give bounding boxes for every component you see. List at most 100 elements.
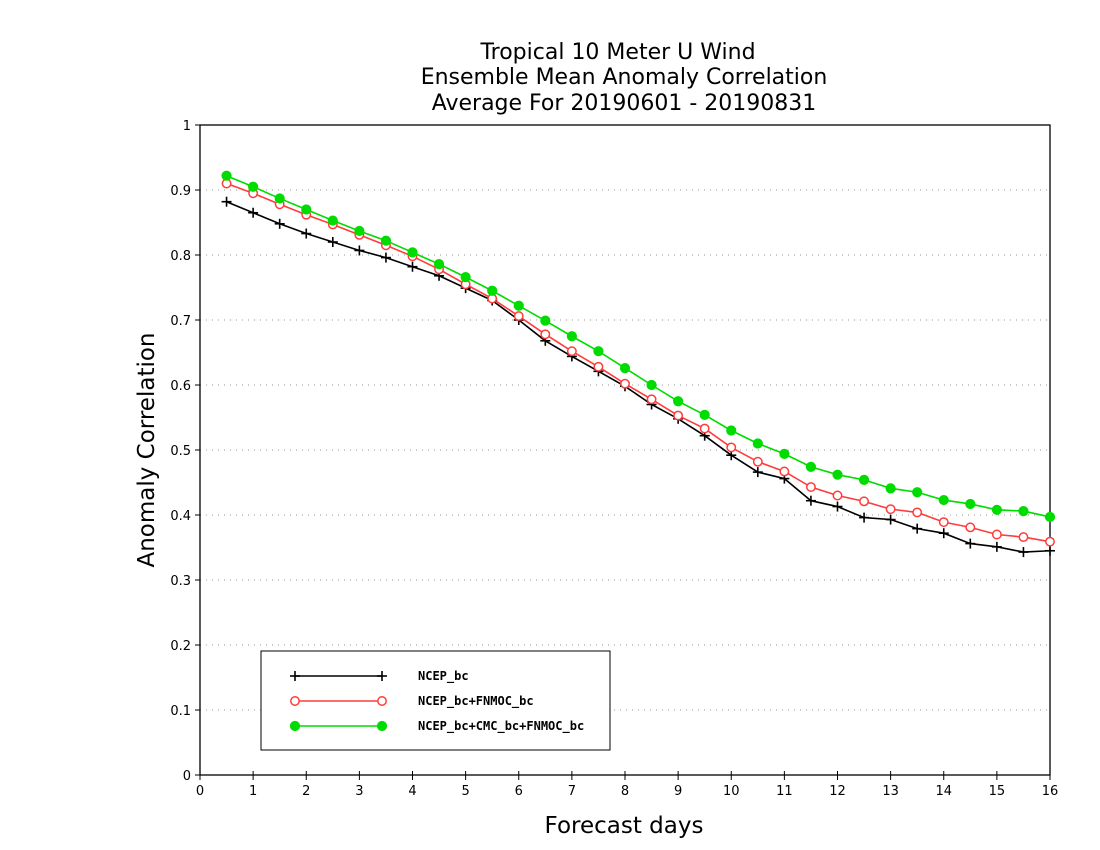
data-point	[327, 215, 338, 226]
y-tick-label: 1	[183, 119, 191, 134]
series-3	[221, 170, 1056, 523]
data-point	[646, 379, 657, 391]
data-point	[805, 461, 817, 472]
x-tick-label: 8	[621, 784, 629, 799]
data-point	[1018, 506, 1029, 517]
title-line-1: Tropical 10 Meter U Wind	[479, 40, 755, 65]
legend-marker	[290, 696, 300, 706]
data-point	[965, 538, 976, 549]
x-tick-label: 10	[723, 784, 740, 799]
data-point	[726, 442, 737, 453]
data-point	[646, 394, 657, 405]
data-point	[885, 514, 896, 525]
data-point	[460, 272, 471, 283]
data-point	[965, 522, 976, 533]
data-point	[380, 235, 392, 246]
legend-entry: NCEP_bc+CMC_bc+FNMOC_bc	[289, 719, 584, 734]
legend-label: NCEP_bc+FNMOC_bc	[418, 694, 534, 709]
x-tick-label: 5	[461, 784, 469, 799]
data-point	[1018, 532, 1029, 543]
legend-label: NCEP_bc	[418, 669, 469, 684]
legend-marker	[376, 720, 388, 732]
data-point	[407, 261, 418, 272]
y-tick-label: 0	[183, 769, 191, 784]
title-line-2: Ensemble Mean Anomaly Correlation	[421, 65, 828, 90]
y-tick-label: 0.9	[170, 184, 191, 199]
y-tick-label: 0.3	[170, 574, 191, 589]
data-point	[301, 228, 312, 239]
series-line	[226, 174, 1051, 518]
data-point	[673, 410, 684, 421]
grid	[200, 189, 1050, 711]
data-point	[566, 331, 577, 342]
data-point	[248, 207, 259, 218]
x-tick-label: 7	[568, 784, 576, 799]
data-point	[1045, 536, 1055, 547]
data-point	[354, 245, 365, 256]
data-point	[752, 438, 763, 449]
legend-marker	[377, 696, 387, 706]
data-point	[620, 378, 630, 389]
x-tick-label: 16	[1042, 784, 1059, 799]
data-point	[221, 196, 232, 207]
legend: NCEP_bc NCEP_bc+FNMOC_bc NCEP_bc+CMC_bc+FN…	[260, 650, 611, 751]
data-point	[832, 469, 843, 480]
x-tick-label: 3	[355, 784, 363, 799]
series-layer	[221, 170, 1056, 558]
data-point	[938, 517, 949, 528]
y-tick-label: 0.2	[170, 639, 191, 654]
data-point	[566, 346, 577, 357]
title-line-3: Average For 20190601 - 20190831	[432, 91, 817, 116]
x-tick-label: 14	[935, 784, 952, 799]
axis-ticks: 00.10.20.30.40.50.60.70.80.910 1 2 3 4 5 6 7 8 9 1…	[170, 119, 1058, 799]
data-point	[805, 495, 816, 506]
data-point	[991, 541, 1002, 552]
chart-title: Tropical 10 Meter U Wind Ensemble Mean A…	[421, 40, 828, 116]
data-point	[327, 237, 338, 247]
data-point	[354, 225, 365, 237]
y-tick-label: 0.4	[170, 509, 191, 524]
legend-entry: NCEP_bc+FNMOC_bc	[290, 694, 534, 709]
data-point	[699, 423, 710, 434]
data-point	[274, 193, 285, 204]
data-point	[858, 474, 870, 485]
data-point	[752, 467, 763, 478]
legend-marker	[377, 671, 387, 681]
y-tick-label: 0.7	[170, 314, 191, 329]
data-point	[938, 494, 949, 506]
data-point	[912, 487, 923, 498]
data-point	[487, 285, 498, 296]
legend-marker	[289, 720, 301, 732]
data-point	[779, 448, 790, 459]
data-point	[938, 528, 949, 539]
data-point	[885, 504, 896, 515]
x-tick-label: 12	[829, 784, 846, 799]
data-point	[380, 252, 391, 263]
data-point	[248, 181, 259, 192]
series-line	[226, 200, 1051, 553]
x-tick-label: 4	[408, 784, 416, 799]
data-point	[513, 300, 524, 311]
legend-marker	[290, 671, 300, 681]
x-tick-label: 11	[776, 784, 793, 799]
data-point	[912, 523, 923, 534]
data-point	[965, 498, 976, 510]
data-point	[540, 329, 551, 340]
data-point	[832, 490, 843, 501]
data-point	[805, 482, 816, 492]
x-tick-label: 6	[515, 784, 523, 799]
data-point	[221, 170, 232, 181]
data-point	[673, 396, 684, 407]
series-line	[226, 182, 1051, 543]
data-point	[433, 259, 445, 270]
x-tick-label: 0	[196, 784, 204, 799]
data-point	[1044, 511, 1056, 523]
data-point	[593, 361, 604, 372]
y-tick-label: 0.6	[170, 379, 191, 394]
data-point	[619, 363, 631, 374]
data-point	[726, 425, 737, 436]
data-point	[301, 204, 312, 215]
data-point	[407, 247, 418, 258]
data-point	[779, 466, 790, 477]
